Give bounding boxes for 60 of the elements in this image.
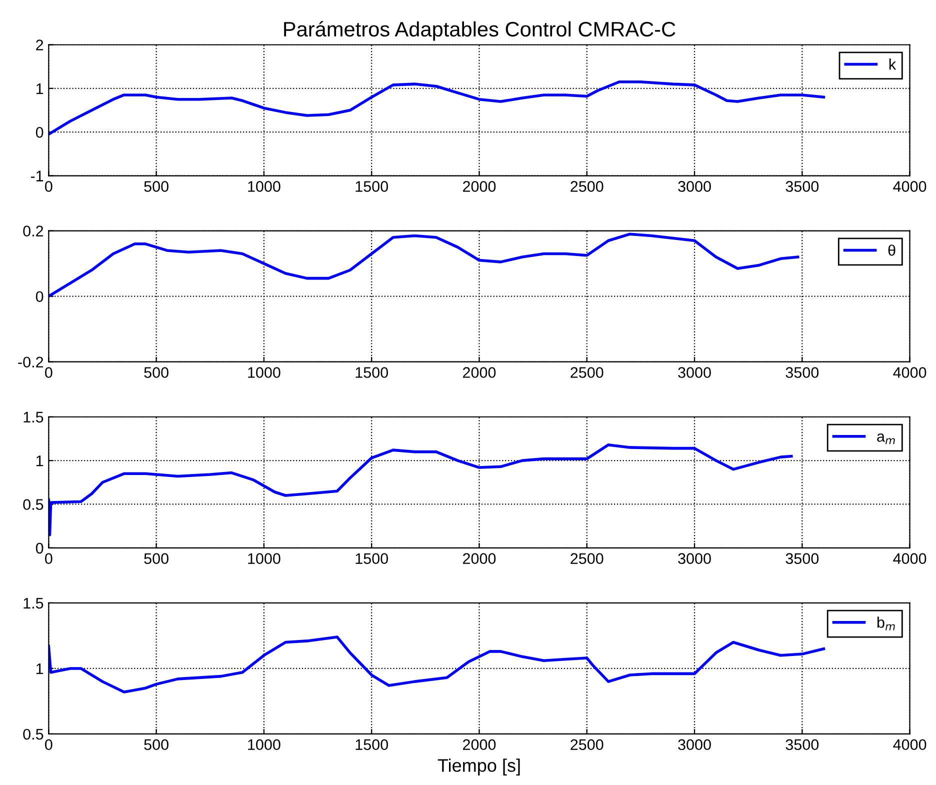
y-tick-label: 0.2 xyxy=(23,226,44,236)
x-tick-label: 1000 xyxy=(248,553,280,564)
x-tick-label: 1500 xyxy=(356,553,388,564)
x-tick-label: 2000 xyxy=(463,739,496,750)
x-tick-label: 3500 xyxy=(786,553,819,564)
legend-label: k xyxy=(889,58,896,70)
x-tick-label: 1500 xyxy=(356,367,388,378)
y-tick-label: 1 xyxy=(36,83,44,94)
x-tick-label: 2500 xyxy=(570,181,604,192)
y-tick-label: -1 xyxy=(30,170,44,182)
x-tick-label: 2000 xyxy=(463,181,496,192)
y-tick-label: 1.5 xyxy=(24,598,44,609)
x-tick-label: 1000 xyxy=(248,367,280,378)
y-tick-label: 0 xyxy=(36,291,44,302)
x-tick-label: 2500 xyxy=(570,553,604,564)
y-tick-label: 1.5 xyxy=(24,412,44,423)
x-tick-label: 1500 xyxy=(356,181,388,192)
x-tick-label: 0 xyxy=(45,181,52,192)
x-tick-label: 3000 xyxy=(678,181,711,192)
y-tick-label: 1 xyxy=(36,663,44,674)
y-tick-label: -0.2 xyxy=(18,356,44,368)
y-tick-label: 0.5 xyxy=(23,499,44,510)
x-tick-label: 4000 xyxy=(893,181,926,192)
line-series xyxy=(48,636,826,694)
chart-title: Parámetros Adaptables Control CMRAC-C xyxy=(284,21,676,41)
x-tick-label: 0 xyxy=(45,367,52,378)
x-axis-title: Tiempo [s] xyxy=(438,758,520,776)
y-tick-label: 0.5 xyxy=(23,728,44,740)
x-tick-label: 500 xyxy=(144,181,168,192)
x-tick-label: 500 xyxy=(144,367,168,378)
x-tick-label: 500 xyxy=(144,739,168,750)
legend-label: a$_{m}$ xyxy=(877,433,895,444)
x-tick-label: 3500 xyxy=(786,739,819,750)
x-tick-label: 4000 xyxy=(893,553,926,564)
x-tick-label: 1000 xyxy=(248,739,280,750)
legend-label: b$_{m}$ xyxy=(877,616,895,630)
x-tick-label: 2500 xyxy=(570,739,604,750)
y-tick-label: 0 xyxy=(36,126,44,138)
x-tick-label: 3000 xyxy=(678,739,711,750)
x-tick-label: 1000 xyxy=(248,181,280,192)
x-tick-label: 0 xyxy=(45,553,52,564)
x-tick-label: 4000 xyxy=(893,739,926,750)
x-tick-label: 3000 xyxy=(678,553,711,564)
x-tick-label: 2500 xyxy=(570,367,604,378)
y-tick-label: 0 xyxy=(36,542,44,554)
line-series xyxy=(48,443,793,536)
x-tick-label: 0 xyxy=(45,739,52,750)
x-tick-label: 500 xyxy=(144,553,168,564)
y-tick-label: 2 xyxy=(36,40,44,50)
y-tick-label: 1 xyxy=(36,456,44,466)
x-tick-label: 2000 xyxy=(463,367,496,378)
x-tick-label: 2000 xyxy=(463,553,496,564)
x-tick-label: 3000 xyxy=(678,367,711,378)
x-tick-label: 3500 xyxy=(786,181,819,192)
line-series xyxy=(48,232,800,298)
legend-label: θ xyxy=(888,244,896,256)
x-tick-label: 3500 xyxy=(786,367,819,378)
x-tick-label: 4000 xyxy=(893,367,926,378)
x-tick-label: 1500 xyxy=(356,739,388,750)
line-series xyxy=(48,80,826,136)
